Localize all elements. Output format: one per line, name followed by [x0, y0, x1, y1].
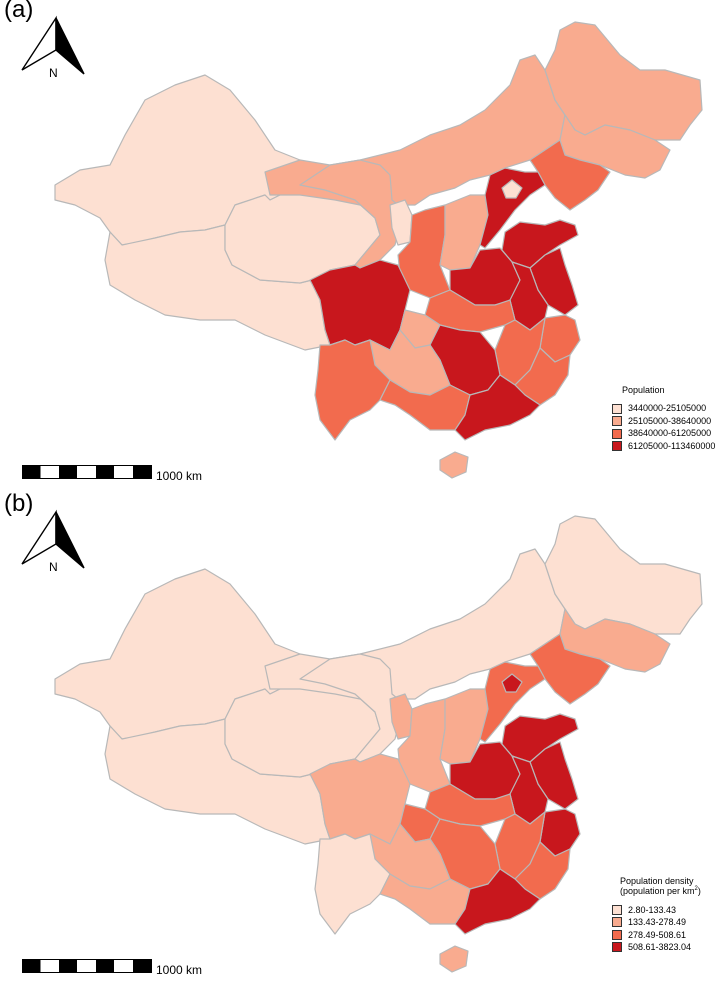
region-beijing [501, 179, 523, 199]
region-liaoning [529, 633, 611, 705]
north-arrow-icon [21, 509, 85, 569]
region-hainan [439, 451, 469, 479]
region-gansu [299, 159, 409, 269]
legend-label: 38640000-61205000 [628, 428, 712, 439]
legend-item: 3440000-25105000 [612, 402, 715, 415]
legend-label: 278.49-508.61 [628, 929, 687, 940]
region-guangdong [454, 868, 541, 935]
north-letter: N [49, 560, 58, 574]
north-letter: N [49, 66, 58, 80]
legend-swatch [612, 441, 622, 452]
legend-swatch [612, 428, 622, 439]
legend-item: 25105000-38640000 [612, 415, 715, 428]
legend-item: 38640000-61205000 [612, 427, 715, 440]
panel-b: (b) N 1000 km Population density (popula… [0, 490, 716, 987]
legend-item: 278.49-508.61 [612, 929, 701, 942]
legend-swatch [612, 929, 622, 940]
map-population [54, 21, 703, 479]
scale-label: 1000 km [156, 469, 203, 483]
legend-item: 2.80-133.43 [612, 904, 701, 917]
legend-swatch [612, 942, 622, 953]
legend-label: 508.61-3823.04 [628, 942, 692, 953]
panel-label: (a) [4, 0, 34, 23]
legend-title: Population [622, 385, 665, 395]
legend-swatch [612, 416, 622, 427]
region-shanxi [439, 688, 489, 765]
map-population-density [54, 515, 703, 973]
north-arrow-icon [21, 15, 85, 75]
region-liaoning [529, 139, 611, 211]
legend-swatch [612, 403, 622, 414]
region-hebei [479, 167, 546, 249]
panel-label: (b) [4, 490, 34, 517]
legend-item: 508.61-3823.04 [612, 941, 701, 954]
legend-label: 61205000-113460000 [628, 440, 716, 451]
legend-label: 3440000-25105000 [628, 403, 707, 414]
legend-item: 133.43-278.49 [612, 916, 701, 929]
panel-a: (a) N 1000 km Population 3440000-2510500… [0, 0, 716, 493]
legend-title: Population density (population per km2) [620, 876, 701, 897]
legend-label: 133.43-278.49 [628, 917, 687, 928]
region-guangdong [454, 374, 541, 441]
scale-bar [22, 465, 152, 479]
region-hebei [479, 661, 546, 743]
legend-item: 61205000-113460000 [612, 440, 715, 453]
legend-label: 2.80-133.43 [628, 904, 677, 915]
scale-bar [22, 959, 152, 973]
region-hainan [439, 945, 469, 973]
region-gansu [299, 653, 409, 763]
region-beijing [501, 673, 523, 693]
legend: Population 3440000-25105000 25105000-386… [612, 385, 715, 452]
legend-swatch [612, 904, 622, 915]
scale-label: 1000 km [156, 963, 203, 977]
legend: Population density (population per km2) … [612, 876, 701, 954]
region-shanxi [439, 194, 489, 271]
legend-swatch [612, 917, 622, 928]
legend-label: 25105000-38640000 [628, 415, 712, 426]
